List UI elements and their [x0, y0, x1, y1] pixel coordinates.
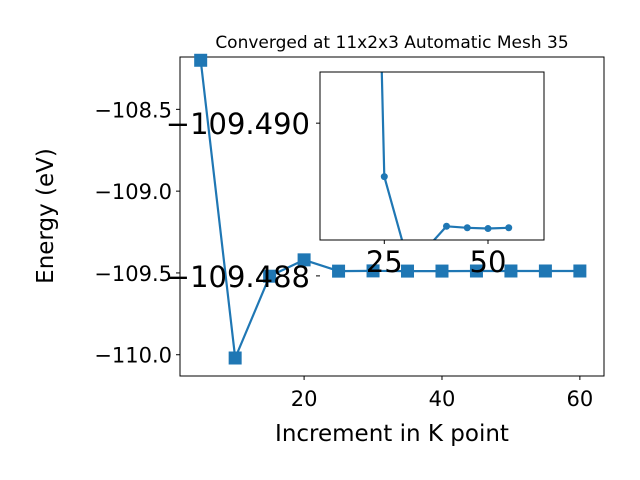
- inset-data-point: [380, 173, 388, 181]
- inset-series: [380, 72, 513, 253]
- inset-data-point: [422, 246, 429, 253]
- main-y-ticks: −108.5 −109.0 −109.5 −110.0: [94, 98, 180, 368]
- main-data-point: [573, 264, 587, 278]
- inset-data-point: [443, 222, 451, 230]
- main-x-tick-label: 60: [567, 387, 594, 411]
- main-x-tick-label: 40: [429, 387, 456, 411]
- main-data-point: [263, 269, 277, 283]
- main-data-point: [538, 264, 552, 278]
- main-data-point: [297, 253, 311, 267]
- main-series: [194, 53, 587, 365]
- inset-series-group: [380, 72, 513, 253]
- main-y-tick-label: −108.5: [94, 98, 172, 122]
- main-x-ticks: 20 40 60: [291, 376, 594, 411]
- main-y-tick-label: −109.5: [94, 262, 172, 286]
- main-data-point: [332, 264, 346, 278]
- main-data-point: [228, 351, 242, 365]
- inset-data-point: [463, 224, 471, 232]
- inset-x-tick-label: 50: [470, 245, 507, 279]
- main-data-point: [401, 264, 415, 278]
- main-y-tick-label: −110.0: [94, 344, 172, 368]
- inset-y-tick-label: −109.488: [166, 260, 310, 294]
- main-x-tick-label: 20: [291, 387, 318, 411]
- main-data-point: [366, 264, 380, 278]
- inset-y-ticks: −109.490 −109.488: [166, 107, 320, 294]
- chart-title: Converged at 11x2x3 Automatic Mesh 35: [215, 33, 568, 53]
- x-axis-label: Increment in K point: [275, 421, 509, 447]
- inset-data-point: [484, 225, 492, 233]
- main-data-point: [194, 53, 208, 67]
- inset-background: [320, 72, 544, 240]
- inset-data-point: [505, 224, 513, 232]
- inset-plot-frame: [319, 71, 545, 241]
- main-data-point: [435, 264, 449, 278]
- inset-x-tick-label: 25: [366, 245, 403, 279]
- main-data-point: [469, 264, 483, 278]
- inset-x-ticks: 25 50: [366, 240, 507, 279]
- main-y-tick-label: −109.0: [94, 180, 172, 204]
- inset-y-tick-label: −109.490: [166, 107, 310, 141]
- main-data-point: [504, 264, 518, 278]
- y-axis-label: Energy (eV): [33, 148, 59, 284]
- main-plot-frame: [179, 56, 605, 377]
